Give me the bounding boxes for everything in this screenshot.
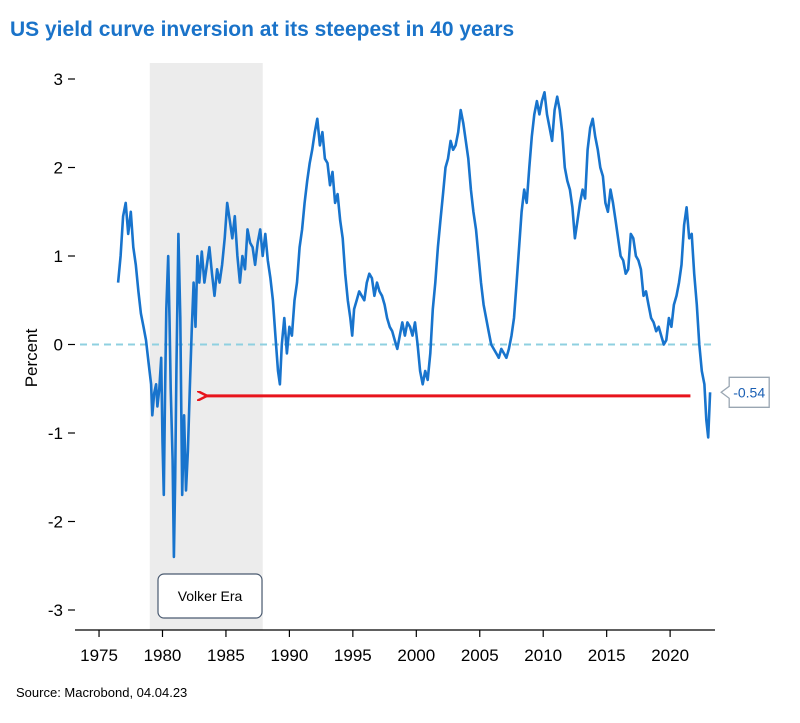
x-tick-label: 2020 — [651, 646, 689, 665]
x-tick-label: 1975 — [80, 646, 118, 665]
y-tick-label: 0 — [54, 336, 63, 355]
x-tick-label: 1985 — [207, 646, 245, 665]
y-tick-label: 1 — [54, 247, 63, 266]
volker-era-label: Volker Era — [157, 573, 263, 619]
x-tick-label: 1990 — [270, 646, 308, 665]
chart-title: US yield curve inversion at its steepest… — [10, 18, 514, 41]
y-tick-label: -2 — [48, 513, 63, 532]
volker-era-text: Volker Era — [178, 588, 243, 604]
x-tick-label: 1995 — [334, 646, 372, 665]
y-tick-label: -1 — [48, 424, 63, 443]
x-tick-label: 2005 — [461, 646, 499, 665]
x-tick-label: 2000 — [397, 646, 435, 665]
latest-value-label: -0.54 — [733, 384, 765, 400]
y-axis: 3 2 1 0 -1 -2 -3 — [48, 70, 75, 620]
x-tick-label: 1980 — [144, 646, 182, 665]
yield-spread-series-line — [116, 91, 712, 559]
y-axis-label: Percent — [22, 328, 41, 387]
volker-era-shading — [149, 63, 263, 630]
y-tick-label: 3 — [54, 70, 63, 89]
y-tick-label: 2 — [54, 159, 63, 178]
latest-value-callout: -0.54 — [720, 376, 770, 408]
y-tick-label: -3 — [48, 601, 63, 620]
source-note: Source: Macrobond, 04.04.23 — [16, 685, 187, 700]
x-tick-label: 2015 — [588, 646, 626, 665]
x-axis: 1975 1980 1985 1990 1995 2000 2005 2010 2015 2020 — [75, 629, 715, 665]
x-tick-label: 2010 — [524, 646, 562, 665]
